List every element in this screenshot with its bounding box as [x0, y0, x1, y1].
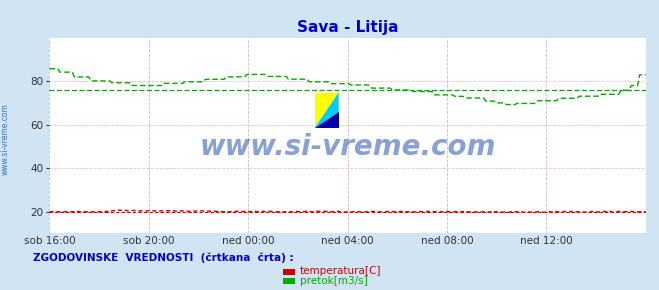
- Text: www.si-vreme.com: www.si-vreme.com: [1, 103, 10, 175]
- Text: temperatura[C]: temperatura[C]: [300, 266, 382, 276]
- Polygon shape: [315, 93, 339, 128]
- Polygon shape: [315, 112, 339, 128]
- Text: www.si-vreme.com: www.si-vreme.com: [200, 133, 496, 161]
- Text: pretok[m3/s]: pretok[m3/s]: [300, 276, 368, 286]
- Text: ZGODOVINSKE  VREDNOSTI  (črtkana  črta) :: ZGODOVINSKE VREDNOSTI (črtkana črta) :: [33, 253, 293, 263]
- Polygon shape: [315, 93, 339, 128]
- Title: Sava - Litija: Sava - Litija: [297, 20, 399, 35]
